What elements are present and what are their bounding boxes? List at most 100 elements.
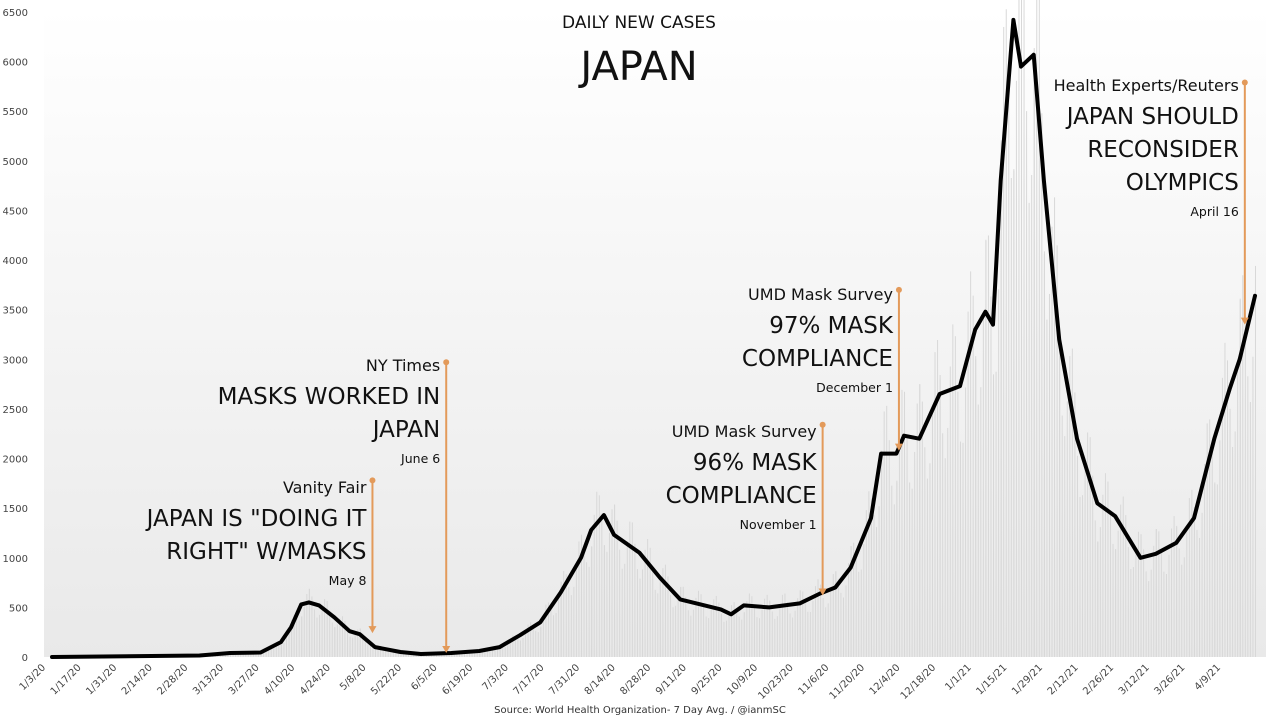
daily-bar — [1153, 545, 1155, 657]
daily-bar — [977, 404, 979, 657]
daily-bar — [1196, 529, 1198, 657]
daily-bar — [835, 571, 837, 657]
daily-bar — [848, 563, 850, 657]
daily-bar — [703, 605, 705, 657]
daily-bar — [507, 643, 509, 657]
daily-bar — [842, 597, 844, 657]
daily-bar — [581, 534, 583, 657]
daily-bar — [700, 594, 702, 657]
x-tick-label: 7/17/20 — [512, 662, 547, 697]
daily-bar — [547, 602, 549, 657]
daily-bar — [812, 600, 814, 657]
daily-bar — [402, 653, 404, 657]
daily-bar — [685, 597, 687, 657]
daily-bar — [1102, 494, 1104, 657]
daily-bar — [542, 614, 544, 657]
annotation-headline: COMPLIANCE — [742, 346, 893, 372]
daily-bar — [931, 407, 933, 657]
daily-bar — [486, 651, 488, 657]
daily-bar — [619, 549, 621, 657]
daily-bar — [1150, 569, 1152, 657]
daily-bar — [489, 650, 491, 657]
daily-bar — [502, 648, 504, 657]
daily-bar — [1010, 177, 1012, 657]
daily-bar — [809, 612, 811, 657]
daily-bar — [647, 539, 649, 657]
annotation-dot — [369, 477, 376, 484]
daily-bar — [975, 356, 977, 657]
daily-bar — [797, 598, 799, 657]
daily-bar — [909, 482, 911, 657]
annotation-source: NY Times — [366, 356, 440, 375]
daily-bar — [753, 607, 755, 657]
x-tick-label: 3/27/20 — [227, 662, 262, 697]
daily-bar — [982, 313, 984, 657]
daily-bar — [776, 616, 778, 657]
daily-bar — [280, 644, 282, 657]
daily-bar — [1201, 512, 1203, 657]
daily-bar — [464, 651, 466, 657]
x-tick-label: 12/18/20 — [899, 662, 939, 702]
daily-bar — [377, 645, 379, 657]
daily-bar — [771, 611, 773, 657]
daily-bar — [1252, 356, 1254, 657]
annotation: UMD Mask Survey 96% MASK COMPLIANCE Novembe… — [666, 421, 827, 596]
daily-bar — [1023, 0, 1025, 658]
x-tick-label: 11/20/20 — [828, 662, 868, 702]
annotation: Health Experts/Reuters JAPAN SHOULD RECONS… — [1054, 76, 1249, 325]
daily-bar — [937, 340, 939, 657]
daily-bar — [1051, 226, 1053, 657]
daily-bar — [517, 638, 519, 657]
daily-bar — [385, 651, 387, 657]
daily-bar — [878, 506, 880, 657]
daily-bar — [792, 617, 794, 657]
annotation-headline: 96% MASK — [693, 450, 818, 476]
daily-bar — [456, 652, 458, 657]
y-tick-label: 4000 — [3, 256, 28, 267]
daily-bar — [525, 631, 527, 657]
daily-bar — [914, 451, 916, 657]
daily-bar — [639, 578, 641, 657]
daily-bar — [787, 602, 789, 657]
daily-bar — [1140, 534, 1142, 657]
y-tick-label: 3500 — [3, 306, 28, 317]
daily-bar — [1163, 571, 1165, 657]
daily-bar — [695, 597, 697, 657]
daily-bar — [1158, 531, 1160, 657]
daily-bar — [603, 545, 605, 657]
y-tick-label: 5000 — [3, 157, 28, 168]
daily-bar — [471, 652, 473, 657]
daily-bar — [652, 570, 654, 657]
daily-bar — [1059, 339, 1061, 657]
x-tick-label: 2/28/20 — [156, 662, 191, 697]
daily-bar — [288, 628, 290, 657]
daily-bar — [863, 544, 865, 657]
daily-bar — [560, 582, 562, 657]
annotation: UMD Mask Survey 97% MASK COMPLIANCE Decembe… — [742, 285, 903, 451]
daily-bar — [1188, 498, 1190, 657]
daily-bar — [519, 640, 521, 657]
y-tick-label: 2000 — [3, 455, 28, 466]
daily-bar — [804, 601, 806, 657]
daily-bar — [509, 638, 511, 657]
daily-bar — [568, 587, 570, 657]
annotation-dot — [443, 359, 450, 366]
daily-bar — [245, 652, 247, 657]
annotation-headline: JAPAN IS "DOING IT — [145, 506, 368, 532]
annotations: Vanity Fair JAPAN IS "DOING IT RIGHT" W/MA… — [145, 76, 1249, 654]
daily-bar — [881, 452, 883, 657]
y-tick-label: 0 — [22, 653, 28, 664]
daily-bar — [1214, 482, 1216, 657]
daily-bar — [369, 645, 371, 657]
daily-bar — [293, 614, 295, 657]
daily-bar — [799, 590, 801, 657]
daily-bar — [436, 654, 438, 657]
x-tick-label: 7/3/20 — [480, 662, 511, 693]
x-tick-label: 2/12/21 — [1046, 662, 1081, 697]
daily-bar — [1099, 527, 1101, 657]
annotation-headline: JAPAN — [371, 417, 440, 443]
daily-bar — [390, 649, 392, 657]
daily-bar — [1038, 0, 1040, 657]
daily-bar — [438, 653, 440, 657]
x-tick-label: 4/24/20 — [298, 662, 333, 697]
